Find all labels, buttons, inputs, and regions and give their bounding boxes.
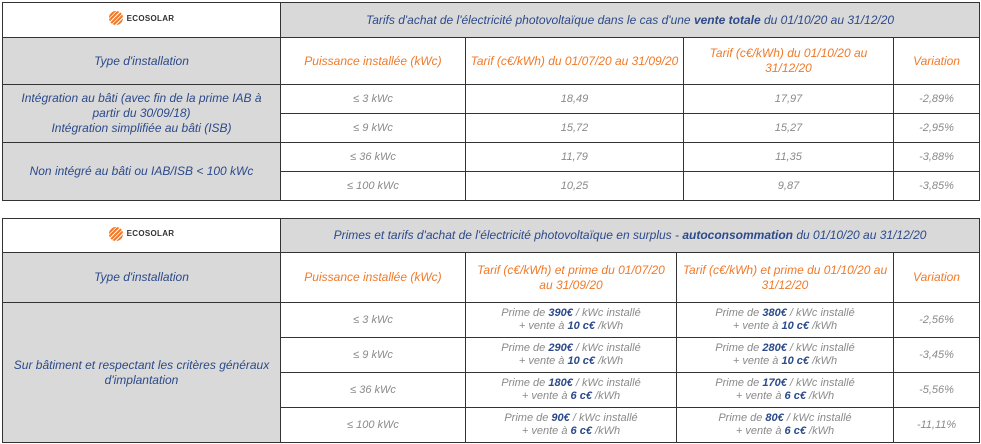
power: ≤ 3 kWc	[280, 84, 466, 114]
old-offer: Prime de 180€ / kWc installé + vente à 6 …	[465, 372, 677, 408]
tarif-autoconsommation-table: ECOSOLAR Primes et tarifs d'achat de l'é…	[2, 218, 981, 443]
table-row: ≤ 100 kWc Prime de 90€ / kWc installé + ve…	[3, 407, 981, 443]
logo-cell: ECOSOLAR	[2, 218, 281, 253]
variation: -3,85%	[892, 171, 981, 201]
table-title: Tarifs d'achat de l'électricité photovol…	[279, 2, 981, 38]
ecosolar-logo: ECOSOLAR	[108, 11, 175, 25]
table-row: Intégration au bâti (avec fin de la prim…	[2, 84, 981, 143]
new-tariff: 15,27	[683, 113, 894, 143]
variation: -2,56%	[892, 302, 981, 338]
variation: -2,95%	[892, 113, 981, 143]
table-row: Non intégré au bâti ou IAB/ISB < 100 kWc…	[2, 142, 981, 201]
variation: -2,89%	[892, 84, 981, 114]
new-tariff: 11,35	[683, 142, 894, 172]
variation: -11,11%	[892, 407, 981, 443]
power: ≤ 9 kWc	[280, 337, 466, 373]
header-type: Type d'installation	[2, 37, 281, 85]
table-row: ≤ 36 kWc Prime de 180€ / kWc installé + ve…	[3, 372, 981, 408]
header-power: Puissance installée (kWc)	[280, 37, 466, 85]
installation-type: Non intégré au bâti ou IAB/ISB < 100 kWc	[2, 142, 281, 201]
variation: -3,45%	[892, 337, 981, 373]
variation: -3,88%	[892, 142, 981, 172]
header-row: Type d'installation Puissance installée …	[2, 37, 981, 85]
ecosolar-logo: ECOSOLAR	[108, 226, 175, 241]
old-tariff: 15,72	[465, 113, 684, 143]
header-old-tariff: Tarif (c€/kWh) et prime du 01/07/20 au 3…	[465, 252, 677, 303]
table-row: ≤ 9 kWc 15,72 15,27 -2,95%	[3, 113, 981, 143]
new-offer: Prime de 80€ / kWc installé + vente à 6 c…	[676, 407, 894, 443]
header-new-tariff: Tarif (c€/kWh) et prime du 01/10/20 au 3…	[676, 252, 894, 303]
header-old-tariff: Tarif (c€/kWh) du 01/07/20 au 31/09/20	[465, 37, 684, 85]
installation-type: Sur bâtiment et respectant les critères …	[2, 302, 281, 443]
new-tariff: 17,97	[683, 84, 894, 114]
old-tariff: 18,49	[465, 84, 684, 114]
sun-logo-icon	[108, 11, 123, 25]
power: ≤ 100 kWc	[280, 171, 466, 201]
new-offer: Prime de 170€ / kWc installé + vente à 6 …	[676, 372, 894, 408]
variation: -5,56%	[892, 372, 981, 408]
table-title: Primes et tarifs d'achat de l'électricit…	[279, 218, 981, 253]
header-row: Type d'installation Puissance installée …	[2, 252, 981, 303]
header-power: Puissance installée (kWc)	[280, 252, 466, 303]
power: ≤ 3 kWc	[280, 302, 466, 338]
power: ≤ 36 kWc	[280, 372, 466, 408]
logo-cell: ECOSOLAR	[2, 2, 281, 38]
header-variation: Variation	[892, 252, 981, 303]
power: ≤ 9 kWc	[280, 113, 466, 143]
header-type: Type d'installation	[2, 252, 281, 303]
old-tariff: 11,79	[465, 142, 684, 172]
new-offer: Prime de 280€ / kWc installé + vente à 10…	[676, 337, 894, 373]
old-offer: Prime de 390€ / kWc installé + vente à 10…	[465, 302, 677, 338]
header-new-tariff: Tarif (c€/kWh) du 01/10/20 au 31/12/20	[683, 37, 894, 85]
new-offer: Prime de 380€ / kWc installé + vente à 10…	[676, 302, 894, 338]
header-variation: Variation	[892, 37, 981, 85]
tarif-vente-totale-table: ECOSOLAR Tarifs d'achat de l'électricité…	[2, 2, 981, 201]
new-tariff: 9,87	[683, 171, 894, 201]
table-row: ≤ 100 kWc 10,25 9,87 -3,85%	[3, 171, 981, 201]
power: ≤ 36 kWc	[280, 142, 466, 172]
installation-type: Intégration au bâti (avec fin de la prim…	[2, 84, 281, 143]
old-tariff: 10,25	[465, 171, 684, 201]
old-offer: Prime de 290€ / kWc installé + vente à 10…	[465, 337, 677, 373]
table-row: Sur bâtiment et respectant les critères …	[2, 302, 981, 443]
sun-logo-icon	[108, 226, 123, 241]
old-offer: Prime de 90€ / kWc installé + vente à 6 c…	[465, 407, 677, 443]
power: ≤ 100 kWc	[280, 407, 466, 443]
